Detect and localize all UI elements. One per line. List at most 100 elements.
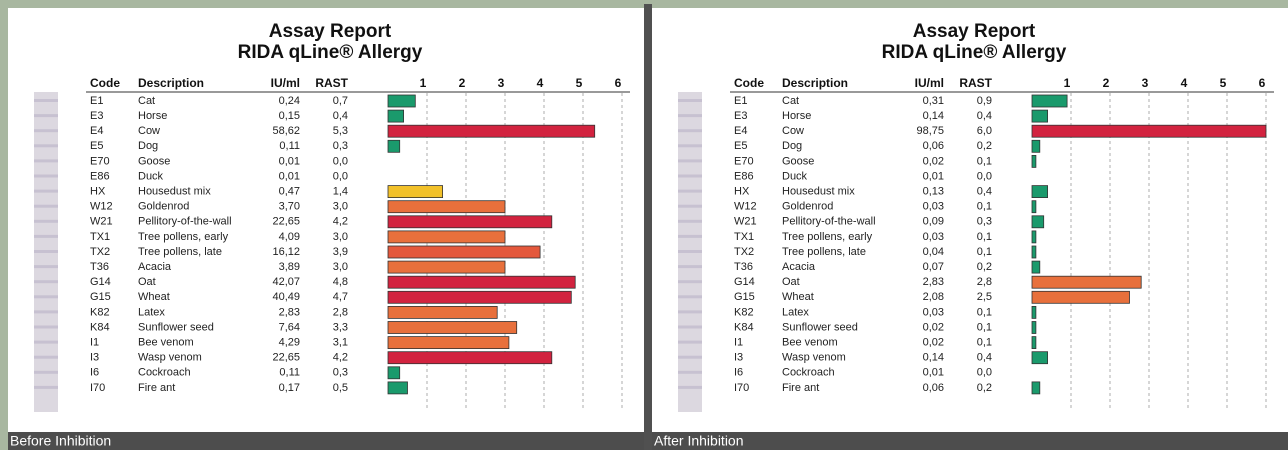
code: T36 bbox=[90, 261, 109, 273]
description: Latex bbox=[138, 306, 165, 318]
bar bbox=[388, 337, 509, 349]
description: Acacia bbox=[782, 261, 816, 273]
description: Sunflower seed bbox=[138, 321, 214, 333]
iu-ml: 0,13 bbox=[923, 186, 944, 198]
code: E5 bbox=[90, 140, 103, 152]
description: Fire ant bbox=[138, 382, 175, 394]
iu-ml: 4,09 bbox=[279, 231, 300, 243]
strip-band bbox=[678, 341, 702, 344]
rast: 0,0 bbox=[977, 170, 992, 182]
strip-band bbox=[678, 280, 702, 283]
separator bbox=[644, 4, 652, 450]
description: Wheat bbox=[782, 291, 814, 303]
strip-band bbox=[34, 280, 58, 283]
description: Wasp venom bbox=[782, 352, 846, 364]
code: E70 bbox=[90, 155, 110, 167]
code: K82 bbox=[90, 306, 110, 318]
description: Duck bbox=[782, 170, 808, 182]
strip-band bbox=[34, 190, 58, 193]
strip-band bbox=[34, 129, 58, 132]
rast: 3,3 bbox=[333, 321, 348, 333]
subtitle: RIDA qLine® Allergy bbox=[238, 42, 423, 63]
code: I6 bbox=[90, 367, 99, 379]
column-header: Description bbox=[782, 76, 848, 90]
bar bbox=[1032, 337, 1036, 349]
iu-ml: 0,01 bbox=[279, 170, 300, 182]
bar bbox=[1032, 291, 1130, 303]
rast: 0,4 bbox=[977, 352, 992, 364]
bar bbox=[1032, 110, 1048, 122]
description: Oat bbox=[138, 276, 156, 288]
description: Tree pollens, late bbox=[782, 246, 866, 258]
code: I6 bbox=[734, 367, 743, 379]
rast: 4,8 bbox=[333, 276, 348, 288]
iu-ml: 0,07 bbox=[923, 261, 944, 273]
iu-ml: 0,06 bbox=[923, 382, 944, 394]
description: Acacia bbox=[138, 261, 172, 273]
iu-ml: 58,62 bbox=[272, 125, 300, 137]
strip-band bbox=[678, 144, 702, 147]
strip-band bbox=[678, 310, 702, 313]
code: I70 bbox=[734, 382, 749, 394]
caption-bar bbox=[652, 432, 1288, 450]
bar bbox=[388, 246, 540, 258]
description: Cockroach bbox=[782, 367, 835, 379]
description: Duck bbox=[138, 170, 164, 182]
bar bbox=[1032, 261, 1040, 273]
strip-band bbox=[34, 356, 58, 359]
strip-band bbox=[678, 129, 702, 132]
rast: 0,1 bbox=[977, 246, 992, 258]
rast: 4,2 bbox=[333, 216, 348, 228]
code: TX2 bbox=[734, 246, 754, 258]
iu-ml: 0,02 bbox=[923, 337, 944, 349]
column-header: IU/ml bbox=[915, 76, 944, 90]
bar bbox=[388, 110, 404, 122]
code: W21 bbox=[90, 216, 113, 228]
x-tick-label: 1 bbox=[1064, 76, 1071, 90]
bar bbox=[1032, 186, 1048, 198]
description: Latex bbox=[782, 306, 809, 318]
rast: 0,0 bbox=[977, 367, 992, 379]
description: Bee venom bbox=[138, 337, 194, 349]
code: HX bbox=[90, 186, 106, 198]
strip-band bbox=[34, 326, 58, 329]
strip-band bbox=[34, 295, 58, 298]
rast: 1,4 bbox=[333, 186, 348, 198]
x-tick-label: 4 bbox=[537, 76, 544, 90]
iu-ml: 2,83 bbox=[279, 306, 300, 318]
column-header: RAST bbox=[315, 76, 348, 90]
rast: 0,9 bbox=[977, 95, 992, 107]
title: Assay Report bbox=[269, 21, 392, 42]
code: E4 bbox=[734, 125, 747, 137]
bar bbox=[388, 95, 415, 107]
strip-band bbox=[34, 159, 58, 162]
strip-band bbox=[34, 114, 58, 117]
rast: 0,2 bbox=[977, 140, 992, 152]
strip-band bbox=[34, 220, 58, 223]
rast: 0,4 bbox=[977, 110, 992, 122]
code: W12 bbox=[734, 201, 757, 213]
code: I70 bbox=[90, 382, 105, 394]
description: Oat bbox=[782, 276, 800, 288]
bar bbox=[388, 261, 505, 273]
iu-ml: 4,29 bbox=[279, 337, 300, 349]
strip-band bbox=[678, 326, 702, 329]
rast: 0,2 bbox=[977, 261, 992, 273]
strip-band bbox=[34, 250, 58, 253]
description: Wheat bbox=[138, 291, 170, 303]
description: Tree pollens, early bbox=[782, 231, 873, 243]
description: Goose bbox=[782, 155, 814, 167]
code: T36 bbox=[734, 261, 753, 273]
description: Sunflower seed bbox=[782, 321, 858, 333]
x-tick-label: 5 bbox=[576, 76, 583, 90]
description: Goose bbox=[138, 155, 170, 167]
description: Pellitory-of-the-wall bbox=[138, 216, 232, 228]
rast: 0,5 bbox=[333, 382, 348, 394]
bar bbox=[1032, 382, 1040, 394]
iu-ml: 0,11 bbox=[279, 140, 300, 152]
code: E70 bbox=[734, 155, 754, 167]
strip-band bbox=[678, 386, 702, 389]
description: Housedust mix bbox=[782, 186, 855, 198]
rast: 0,3 bbox=[333, 367, 348, 379]
screenshot: Before InhibitionAssay ReportRIDA qLine®… bbox=[0, 0, 1288, 450]
